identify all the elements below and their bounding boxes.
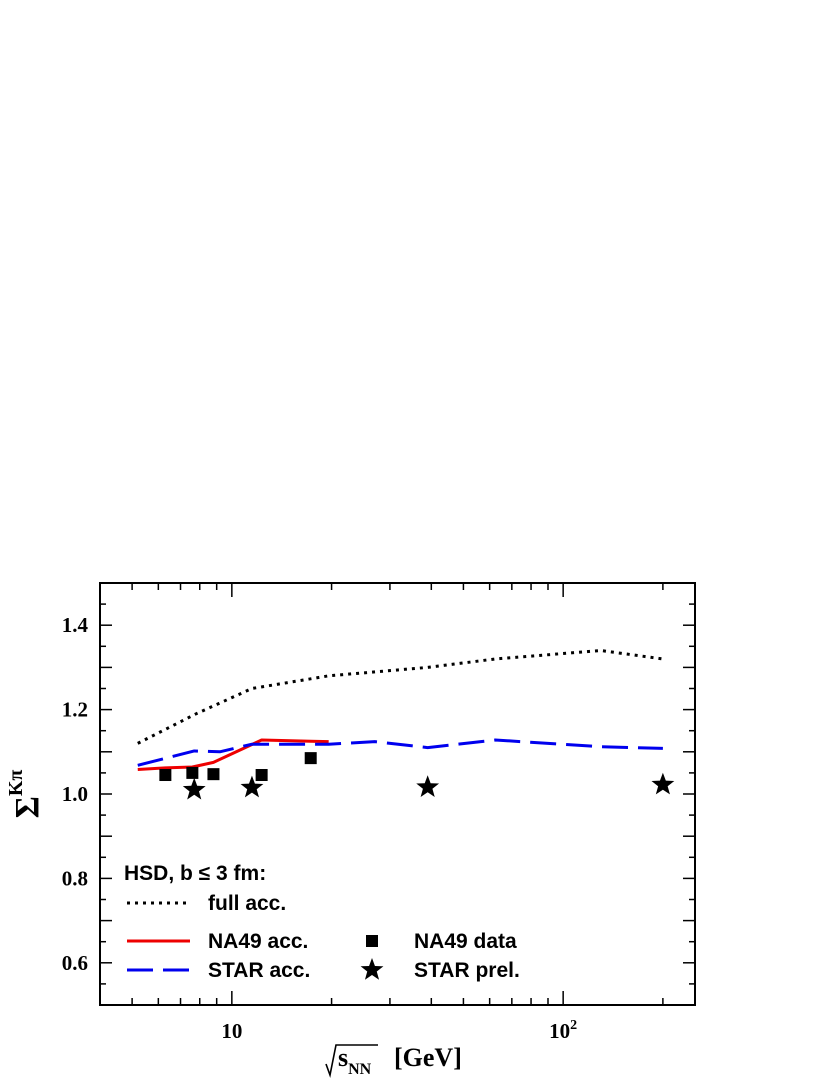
y-tick-label: 0.8 <box>62 866 88 890</box>
x-axis-title-unit: [GeV] <box>394 1043 462 1072</box>
data-point-star <box>240 775 264 798</box>
data-point-star <box>182 777 206 800</box>
series-na49_acc <box>137 738 329 772</box>
data-point-square <box>255 769 268 782</box>
x-axis-title-subscript: NN <box>348 1061 372 1078</box>
legend-label-na49_data: NA49 data <box>414 930 517 953</box>
x-axis-title-variable: s <box>338 1043 348 1072</box>
series-line-full <box>137 649 664 745</box>
legend-swatch-star_prel <box>360 958 384 980</box>
series-na49_data <box>159 752 317 782</box>
legend-label-full: full acc. <box>208 892 286 915</box>
series-star_acc <box>137 738 663 767</box>
data-point-square <box>159 769 172 782</box>
data-point-square <box>207 768 220 781</box>
ticks-layer: 10 102 0.6 0.8 1.0 1.2 1.4 <box>62 582 695 1043</box>
y-tick-label: 0.6 <box>62 951 88 975</box>
data-point-star <box>416 775 440 797</box>
legend-label-na49_acc: NA49 acc. <box>208 930 308 953</box>
y-tick-label: 1.0 <box>62 782 88 806</box>
data-point-star <box>651 772 675 795</box>
series-layer <box>137 649 675 800</box>
x-tick-label: 102 <box>549 1018 577 1043</box>
x-axis-title-radical <box>325 1044 378 1078</box>
series-line-na49_acc <box>137 738 329 772</box>
y-axis-title-symbol: Σ <box>9 796 46 818</box>
y-axis-title: ΣKπ <box>5 770 46 819</box>
series-full <box>137 649 664 745</box>
svg-text:sNN: sNN <box>338 1043 372 1078</box>
series-line-star_acc <box>137 738 663 767</box>
data-point-square <box>304 752 317 765</box>
legend: HSD, b ≤ 3 fm: full acc. NA49 acc. STAR acc… <box>124 862 520 982</box>
legend-swatch-na49_data <box>366 935 378 947</box>
legend-header: HSD, b ≤ 3 fm: <box>124 862 266 885</box>
x-axis-title: sNN [GeV] <box>325 1043 462 1078</box>
x-tick-label: 10 <box>221 1019 242 1043</box>
y-tick-label: 1.2 <box>62 698 88 722</box>
svg-text:ΣKπ: ΣKπ <box>5 770 46 819</box>
y-tick-label: 1.4 <box>62 613 89 637</box>
series-star_prel <box>182 772 675 800</box>
data-point-square <box>186 766 199 779</box>
legend-label-star_prel: STAR prel. <box>414 959 520 982</box>
legend-label-star_acc: STAR acc. <box>208 959 310 982</box>
y-axis-title-superscript: Kπ <box>5 770 27 797</box>
